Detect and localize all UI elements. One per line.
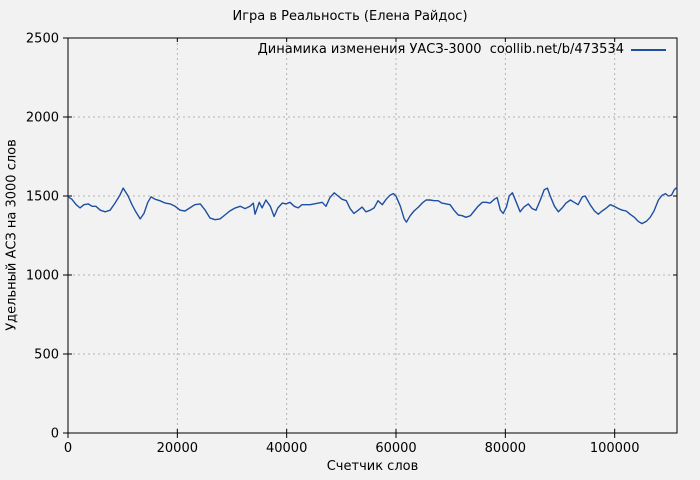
- axis-ticks: [63, 37, 677, 438]
- legend-line-sample-icon: [631, 49, 666, 51]
- y-tick-label: 2500: [26, 32, 59, 47]
- x-tick-label: 60000: [375, 441, 416, 456]
- y-tick-label: 1500: [26, 190, 59, 205]
- axis-tick-labels: 0 20000 40000 60000 80000 100000 0 500 1000 1500 2…: [26, 32, 640, 457]
- y-axis-title: Удельный АСЗ на 3000 слов: [4, 139, 20, 331]
- x-tick-label: 40000: [266, 441, 307, 456]
- x-tick-label: 80000: [485, 441, 526, 456]
- legend: Динамика изменения УАСЗ-3000 coollib.net…: [258, 43, 666, 57]
- x-tick-label: 20000: [157, 441, 198, 456]
- chart-title: Игра в Реальность (Елена Райдос): [232, 9, 468, 24]
- data-series-line: [67, 186, 678, 225]
- x-tick-label: 0: [64, 441, 72, 456]
- x-tick-label: 100000: [590, 441, 640, 456]
- y-tick-label: 1000: [26, 269, 59, 284]
- plot-border: [67, 37, 678, 434]
- gridlines: [67, 37, 677, 434]
- y-tick-label: 500: [34, 348, 59, 363]
- legend-label: Динамика изменения УАСЗ-3000 coollib.net…: [257, 42, 624, 57]
- x-axis-title: Счетчик слов: [326, 459, 419, 474]
- y-tick-label: 0: [51, 427, 59, 442]
- y-tick-label: 2000: [26, 111, 59, 126]
